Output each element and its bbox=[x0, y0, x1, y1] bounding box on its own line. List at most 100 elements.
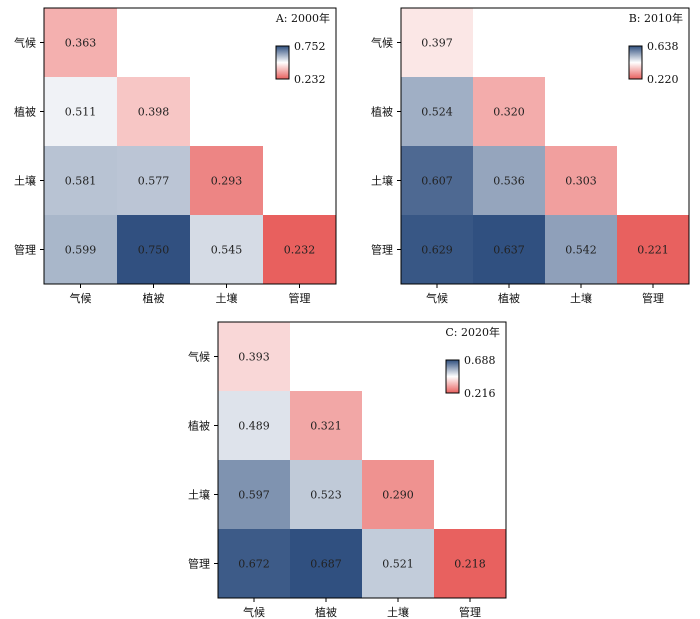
colorbar-min-label: 0.216 bbox=[464, 387, 496, 400]
y-tick-label: 土壤 bbox=[188, 488, 210, 502]
cell-value-label: 0.687 bbox=[310, 558, 342, 571]
colorbar-max-label: 0.638 bbox=[647, 40, 679, 53]
x-tick-label: 管理 bbox=[642, 291, 664, 305]
heatmap-cell bbox=[190, 215, 263, 284]
heatmap-cell bbox=[473, 146, 545, 215]
heatmap-cell bbox=[44, 8, 117, 77]
x-tick-label: 气候 bbox=[426, 291, 448, 305]
cell-value-label: 0.398 bbox=[138, 106, 170, 119]
x-tick-label: 土壤 bbox=[387, 605, 409, 619]
heatmap-cell bbox=[401, 215, 473, 284]
heatmap-cell bbox=[473, 215, 545, 284]
y-tick-label: 植被 bbox=[188, 419, 210, 433]
cell-value-label: 0.221 bbox=[637, 244, 669, 257]
y-tick-label: 管理 bbox=[371, 243, 393, 257]
heatmap-cell bbox=[401, 8, 473, 77]
heatmap-cell bbox=[190, 146, 263, 215]
cell-value-label: 0.536 bbox=[493, 175, 525, 188]
cell-value-label: 0.232 bbox=[284, 244, 316, 257]
heatmap-panel: 0.397 0.524 0.320 0.607 0.536 0.303 0.629 0.637… bbox=[371, 7, 690, 305]
y-tick-label: 气候 bbox=[14, 36, 36, 50]
colorbar-min-label: 0.232 bbox=[294, 73, 326, 86]
cell-value-label: 0.672 bbox=[238, 558, 270, 571]
heatmap-cell bbox=[362, 529, 434, 598]
cell-value-label: 0.750 bbox=[138, 244, 170, 257]
cell-value-label: 0.363 bbox=[65, 37, 97, 50]
cell-value-label: 0.542 bbox=[565, 244, 597, 257]
heatmap-cell bbox=[617, 215, 689, 284]
heatmap-cell bbox=[44, 146, 117, 215]
cell-value-label: 0.321 bbox=[310, 420, 342, 433]
x-tick-label: 植被 bbox=[143, 291, 165, 305]
cell-value-label: 0.293 bbox=[211, 175, 243, 188]
cell-value-label: 0.290 bbox=[382, 489, 414, 502]
cell-value-label: 0.511 bbox=[65, 106, 97, 119]
colorbar-min-label: 0.220 bbox=[647, 73, 679, 86]
heatmap-cell bbox=[290, 529, 362, 598]
y-tick-label: 气候 bbox=[188, 350, 210, 364]
cell-value-label: 0.637 bbox=[493, 244, 525, 257]
cell-value-label: 0.397 bbox=[421, 37, 453, 50]
cell-value-label: 0.577 bbox=[138, 175, 170, 188]
y-tick-label: 植被 bbox=[371, 105, 393, 119]
heatmap-panel: 0.393 0.489 0.321 0.597 0.523 0.290 0.672 0.687… bbox=[188, 321, 507, 619]
x-tick-label: 气候 bbox=[70, 291, 92, 305]
heatmap-cell bbox=[117, 77, 190, 146]
y-tick-label: 气候 bbox=[371, 36, 393, 50]
x-tick-label: 气候 bbox=[243, 605, 265, 619]
x-tick-label: 土壤 bbox=[216, 291, 238, 305]
cell-value-label: 0.545 bbox=[211, 244, 243, 257]
plot-frame bbox=[217, 321, 507, 599]
x-tick-label: 管理 bbox=[459, 605, 481, 619]
heatmap-cell bbox=[218, 322, 290, 391]
heatmap-cell bbox=[473, 77, 545, 146]
heatmap-cell bbox=[218, 460, 290, 529]
cell-value-label: 0.320 bbox=[493, 106, 525, 119]
colorbar bbox=[275, 45, 290, 80]
x-tick-label: 管理 bbox=[289, 291, 311, 305]
heatmap-cell bbox=[362, 460, 434, 529]
cell-value-label: 0.523 bbox=[310, 489, 342, 502]
y-tick-label: 植被 bbox=[14, 105, 36, 119]
cell-value-label: 0.607 bbox=[421, 175, 453, 188]
cell-value-label: 0.521 bbox=[382, 558, 414, 571]
cell-value-label: 0.393 bbox=[238, 351, 270, 364]
colorbar bbox=[628, 45, 643, 80]
panel-title: C: 2020年 bbox=[445, 325, 500, 339]
cell-value-label: 0.597 bbox=[238, 489, 270, 502]
colorbar-max-label: 0.752 bbox=[294, 40, 326, 53]
heatmap-cell bbox=[290, 391, 362, 460]
heatmap-cell bbox=[263, 215, 336, 284]
heatmap-cell bbox=[290, 460, 362, 529]
cell-value-label: 0.599 bbox=[65, 244, 97, 257]
colorbar bbox=[445, 359, 460, 394]
y-tick-label: 土壤 bbox=[371, 174, 393, 188]
cell-value-label: 0.629 bbox=[421, 244, 453, 257]
panel-title: B: 2010年 bbox=[629, 11, 683, 25]
heatmap-cell bbox=[401, 77, 473, 146]
heatmap-cell bbox=[218, 529, 290, 598]
cell-value-label: 0.218 bbox=[454, 558, 486, 571]
y-tick-label: 管理 bbox=[188, 557, 210, 571]
y-tick-label: 管理 bbox=[14, 243, 36, 257]
heatmap-cell bbox=[117, 146, 190, 215]
plot-frame bbox=[400, 7, 690, 285]
colorbar-max-label: 0.688 bbox=[464, 354, 496, 367]
heatmap-cell bbox=[44, 77, 117, 146]
heatmap-cell bbox=[434, 529, 506, 598]
x-tick-label: 土壤 bbox=[570, 291, 592, 305]
panel-title: A: 2000年 bbox=[275, 11, 330, 25]
cell-value-label: 0.581 bbox=[65, 175, 97, 188]
heatmap-cell bbox=[117, 215, 190, 284]
cell-value-label: 0.524 bbox=[421, 106, 453, 119]
cell-value-label: 0.303 bbox=[565, 175, 597, 188]
heatmap-cell bbox=[218, 391, 290, 460]
heatmap-cell bbox=[44, 215, 117, 284]
x-tick-label: 植被 bbox=[498, 291, 520, 305]
plot-frame bbox=[43, 7, 337, 285]
y-tick-label: 土壤 bbox=[14, 174, 36, 188]
heatmap-cell bbox=[545, 215, 617, 284]
heatmap-cell bbox=[545, 146, 617, 215]
x-tick-label: 植被 bbox=[315, 605, 337, 619]
